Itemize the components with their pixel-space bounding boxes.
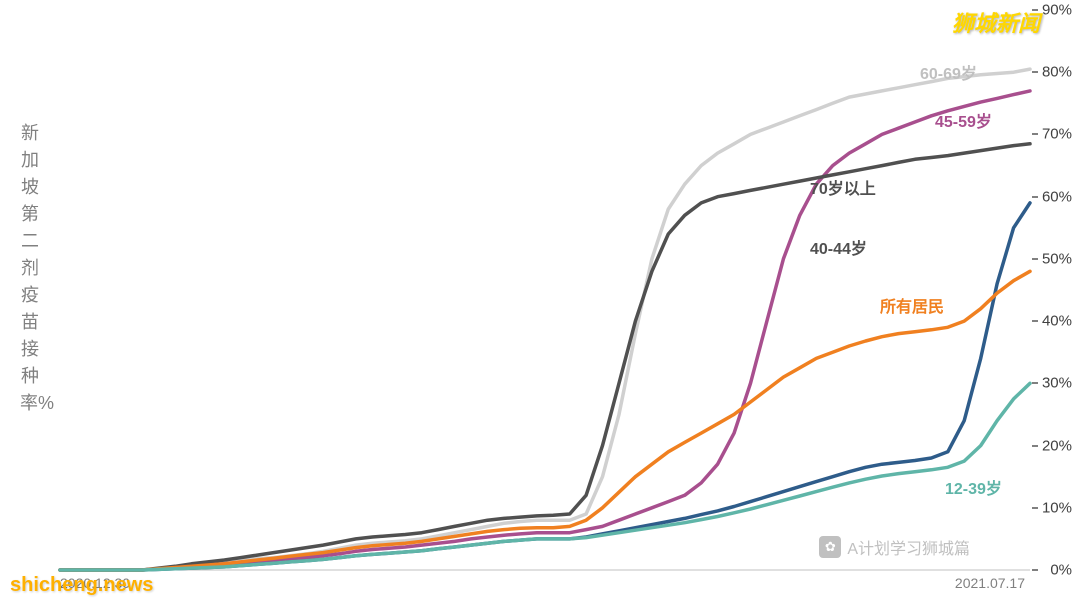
series-label-12-39岁: 12-39岁 (945, 475, 1002, 499)
y-tick-mark (1032, 445, 1038, 447)
y-tick-label: 60% (1042, 188, 1072, 205)
series-label-70岁以上: 70岁以上 (810, 175, 876, 199)
y-tick-label: 80% (1042, 64, 1072, 81)
series-label-60-69岁: 60-69岁 (920, 60, 977, 84)
y-tick-mark (1032, 382, 1038, 384)
y-tick-mark (1032, 507, 1038, 509)
y-tick-mark (1032, 133, 1038, 135)
y-tick-label: 40% (1042, 313, 1072, 330)
y-tick-label: 0% (1050, 562, 1072, 579)
y-tick-label: 50% (1042, 250, 1072, 267)
y-tick-mark (1032, 258, 1038, 260)
y-tick-label: 20% (1042, 437, 1072, 454)
watermark-top-right: 狮城新闻 (952, 6, 1040, 38)
chart-container: 新加坡第二剂疫苗接种率% 0%10%20%30%40%50%60%70%80%9… (0, 0, 1080, 607)
y-tick-label: 90% (1042, 2, 1072, 19)
watermark-bottom-left: shicheng.news (10, 574, 153, 597)
series-line-45-59岁 (60, 91, 1030, 570)
y-tick-mark (1032, 320, 1038, 322)
wechat-icon: ✿ (819, 536, 841, 558)
x-axis-end-label: 2021.07.17 (955, 575, 1025, 591)
series-line-60-69岁 (60, 69, 1030, 570)
y-tick-mark (1032, 196, 1038, 198)
series-label-40-44岁: 40-44岁 (810, 235, 867, 259)
watermark-br-text: A计划学习狮城篇 (847, 535, 970, 559)
y-tick-label: 30% (1042, 375, 1072, 392)
y-tick-label: 70% (1042, 126, 1072, 143)
y-tick-mark (1032, 569, 1038, 571)
series-line-70岁以上 (60, 144, 1030, 570)
y-tick-mark (1032, 71, 1038, 73)
watermark-bottom-right: ✿ A计划学习狮城篇 (819, 535, 970, 559)
series-label-所有居民: 所有居民 (880, 293, 944, 317)
series-label-45-59岁: 45-59岁 (935, 108, 992, 132)
y-tick-label: 10% (1042, 499, 1072, 516)
